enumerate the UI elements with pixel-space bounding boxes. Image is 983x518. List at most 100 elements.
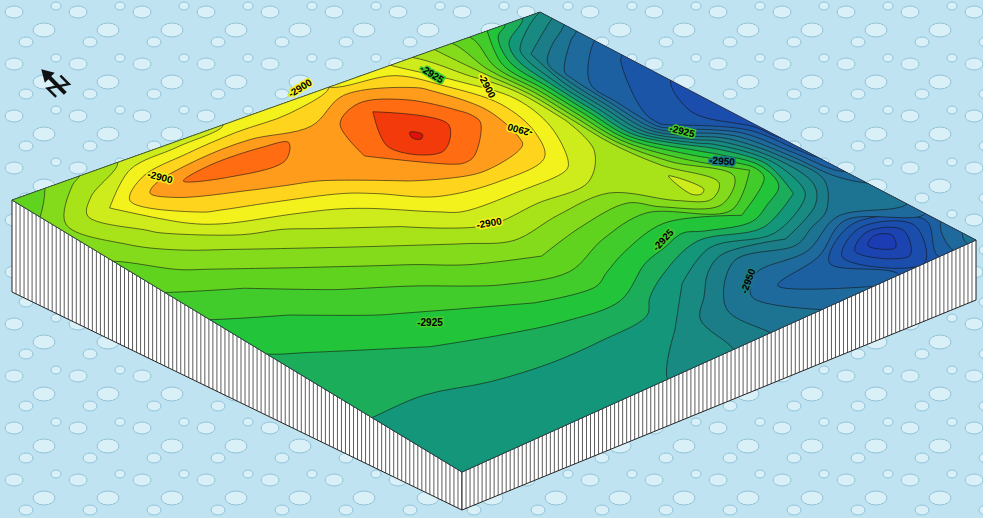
right-wall-hatch: [883, 282, 884, 338]
right-wall-hatch: [831, 305, 832, 359]
left-wall-hatch: [373, 419, 374, 468]
left-wall-hatch: [321, 387, 322, 442]
left-wall-hatch: [192, 309, 193, 379]
left-wall-hatch: [449, 465, 450, 504]
right-wall-hatch: [562, 427, 563, 469]
right-wall-hatch: [767, 334, 768, 385]
right-wall-hatch: [710, 360, 711, 409]
contour-band: [150, 87, 523, 197]
right-wall-hatch: [795, 322, 796, 374]
contour-label: -2925: [417, 317, 443, 328]
right-wall-hatch: [466, 470, 467, 508]
contour-band: [0, 0, 817, 488]
right-wall-hatch: [702, 363, 703, 411]
right-wall-hatch: [943, 255, 944, 314]
left-wall-hatch: [309, 380, 310, 436]
left-wall-hatch: [28, 210, 29, 300]
right-wall-hatch: [634, 394, 635, 439]
right-wall-hatch: [614, 403, 615, 448]
left-wall-hatch: [72, 236, 73, 321]
left-wall-hatch: [212, 321, 213, 389]
right-wall-hatch: [799, 320, 800, 372]
left-wall-hatch: [52, 224, 53, 311]
left-wall-hatch: [184, 304, 185, 375]
surface-outline: [12, 12, 976, 472]
left-wall-hatch: [108, 258, 109, 338]
right-wall-hatch: [855, 294, 856, 349]
right-wall-hatch: [739, 347, 740, 397]
left-wall-hatch: [369, 416, 370, 465]
left-wall-hatch: [333, 394, 334, 447]
right-wall-hatch: [923, 264, 924, 322]
left-wall-hatch: [325, 389, 326, 443]
left-wall-hatch: [269, 355, 270, 416]
right-wall-hatch: [674, 376, 675, 423]
right-wall-hatch: [630, 396, 631, 441]
left-wall-hatch: [405, 438, 406, 483]
right-wall-hatch: [891, 278, 892, 334]
left-wall-hatch: [289, 368, 290, 427]
right-wall-hatch: [506, 452, 507, 492]
left-wall-hatch: [144, 280, 145, 356]
right-wall-hatch: [518, 447, 519, 487]
contour-band: [30, 37, 735, 269]
right-wall-hatch: [706, 361, 707, 409]
left-wall-hatch: [409, 440, 410, 484]
left-wall-hatch: [176, 300, 177, 372]
right-wall-hatch: [919, 265, 920, 323]
right-wall-hatch: [735, 349, 736, 399]
left-wall-hatch: [241, 338, 242, 403]
left-wall-hatch: [329, 392, 330, 446]
right-wall-hatch: [787, 325, 788, 377]
left-wall-hatch: [253, 346, 254, 409]
left-wall-hatch: [365, 414, 366, 464]
left-wall-hatch: [345, 402, 346, 454]
left-wall-hatch: [357, 409, 358, 460]
left-wall-hatch: [337, 397, 338, 450]
right-wall-hatch: [582, 418, 583, 461]
left-wall-hatch: [237, 336, 238, 401]
contour-label: -2900: [476, 72, 498, 100]
left-wall-hatch: [172, 297, 173, 370]
left-wall-hatch: [381, 423, 382, 471]
right-wall-hatch: [474, 467, 475, 506]
right-wall-hatch: [646, 389, 647, 435]
left-wall-hatch: [349, 404, 350, 456]
right-wall-hatch: [851, 296, 852, 351]
left-wall-hatch: [160, 290, 161, 364]
contour-band: [0, 15, 793, 429]
right-wall-hatch: [755, 340, 756, 391]
left-wall-hatch: [224, 329, 225, 395]
left-wall-hatch: [353, 406, 354, 457]
right-wall-hatch: [771, 332, 772, 383]
right-wall-hatch: [698, 365, 699, 413]
left-wall-hatch: [401, 436, 402, 481]
right-wall-hatch: [510, 450, 511, 490]
right-wall-hatch: [694, 367, 695, 415]
left-wall-hatch: [168, 295, 169, 368]
left-wall-hatch: [377, 421, 378, 469]
left-wall-hatch: [64, 232, 65, 318]
surface: [0, 0, 983, 488]
left-wall-hatch: [245, 341, 246, 405]
contour-band: [0, 0, 828, 488]
left-wall-hatch: [116, 263, 117, 342]
right-wall-hatch: [618, 401, 619, 446]
right-wall-hatch: [686, 371, 687, 419]
left-wall-hatch: [92, 249, 93, 331]
right-wall-hatch: [550, 432, 551, 474]
left-wall-hatch: [152, 285, 153, 360]
right-wall-hatch: [951, 251, 952, 310]
left-wall-hatch: [385, 426, 386, 473]
right-wall-hatch: [811, 314, 812, 367]
contour-label: -2925: [650, 226, 676, 253]
right-wall-hatch: [554, 430, 555, 472]
north-arrow: [35, 63, 72, 100]
contour-band: [0, 0, 983, 488]
left-wall-hatch: [136, 275, 137, 352]
right-wall-hatch: [578, 419, 579, 462]
left-wall-hatch: [112, 261, 113, 341]
left-wall-hatch: [36, 215, 37, 304]
contour-band: [0, 0, 983, 488]
right-wall-hatch: [594, 412, 595, 456]
